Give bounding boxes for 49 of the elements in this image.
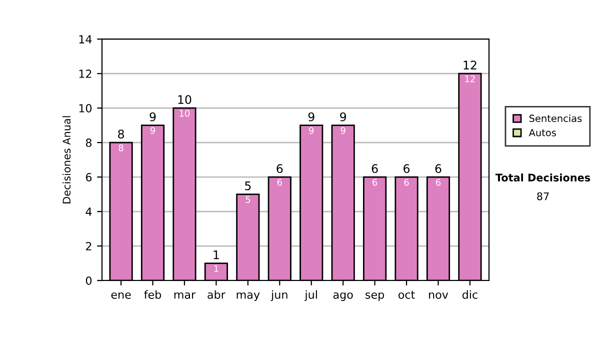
- legend-label: Sentencias: [529, 114, 582, 122]
- total-label: 1: [214, 250, 219, 260]
- x-tick-label: nov: [429, 292, 448, 299]
- total-label: 9: [340, 112, 346, 122]
- x-tick-label: feb: [144, 290, 162, 299]
- x-tick-label: jun: [270, 290, 288, 301]
- data-label: 8: [118, 144, 124, 152]
- text: Total Decisiones: [495, 173, 590, 182]
- total-label: 12: [464, 60, 476, 70]
- x-tick-label: mar: [174, 292, 196, 299]
- data-label: 6: [372, 178, 378, 186]
- data-label: 1: [214, 265, 218, 272]
- x-tick-label: oct: [398, 290, 415, 299]
- y-tick-label: 2: [86, 242, 92, 250]
- x-tick-label: abr: [208, 290, 226, 299]
- total-label: 5: [245, 182, 251, 190]
- data-label: 10: [180, 110, 190, 117]
- total-label: 9: [150, 112, 156, 122]
- data-label: 9: [309, 127, 314, 134]
- total-label: 6: [404, 164, 410, 174]
- data-label: 5: [246, 196, 250, 203]
- x-tick-label: may: [236, 292, 260, 301]
- total-label: 6: [372, 164, 378, 174]
- legend-label: Autos: [528, 129, 556, 136]
- x-tick-label: ago: [333, 292, 353, 301]
- y-tick-label: 8: [86, 138, 92, 147]
- data-label: 6: [436, 178, 441, 186]
- y-tick-label: 12: [79, 70, 92, 78]
- total-label: 8: [118, 130, 124, 139]
- text: 87: [537, 192, 549, 200]
- data-label: 9: [340, 127, 346, 134]
- x-tick-label: dic: [462, 290, 478, 299]
- x-tick-label: jul: [304, 290, 317, 301]
- data-label: 9: [150, 127, 155, 134]
- total-label: 10: [178, 95, 192, 104]
- data-label: 6: [404, 178, 409, 186]
- total-label: 6: [276, 164, 283, 174]
- total-label: 6: [435, 164, 442, 174]
- y-tick-label: 4: [86, 208, 92, 216]
- y-axis-title: Decisiones Anual: [62, 116, 71, 204]
- total-label: 9: [308, 112, 314, 122]
- x-tick-label: ene: [111, 292, 131, 299]
- data-label: 12: [465, 75, 475, 82]
- y-tick-label: 10: [79, 104, 92, 112]
- y-tick-label: 6: [86, 173, 92, 182]
- y-tick-label: 0: [86, 276, 92, 285]
- data-label: 6: [277, 178, 282, 186]
- x-tick-label: sep: [366, 292, 384, 301]
- y-tick-label: 14: [79, 35, 92, 44]
